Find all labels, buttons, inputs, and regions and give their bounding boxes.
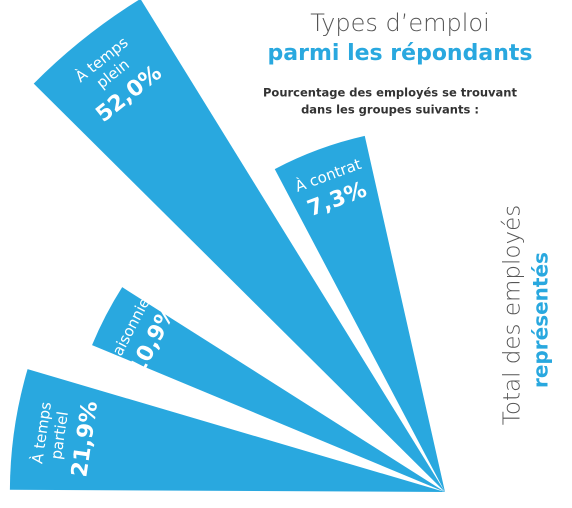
wedge [9,369,446,492]
wedge [92,287,445,492]
side-label: Total des employés [500,205,526,425]
description: Pourcentage des employés se trouvant [263,86,518,100]
wedge [274,135,445,492]
description: dans les groupes suivants : [301,103,479,117]
wedge [33,0,445,492]
chart-title: Types d’emploi [310,9,490,37]
side-label: représentés [529,252,553,388]
chart-subtitle: parmi les répondants [268,41,533,66]
